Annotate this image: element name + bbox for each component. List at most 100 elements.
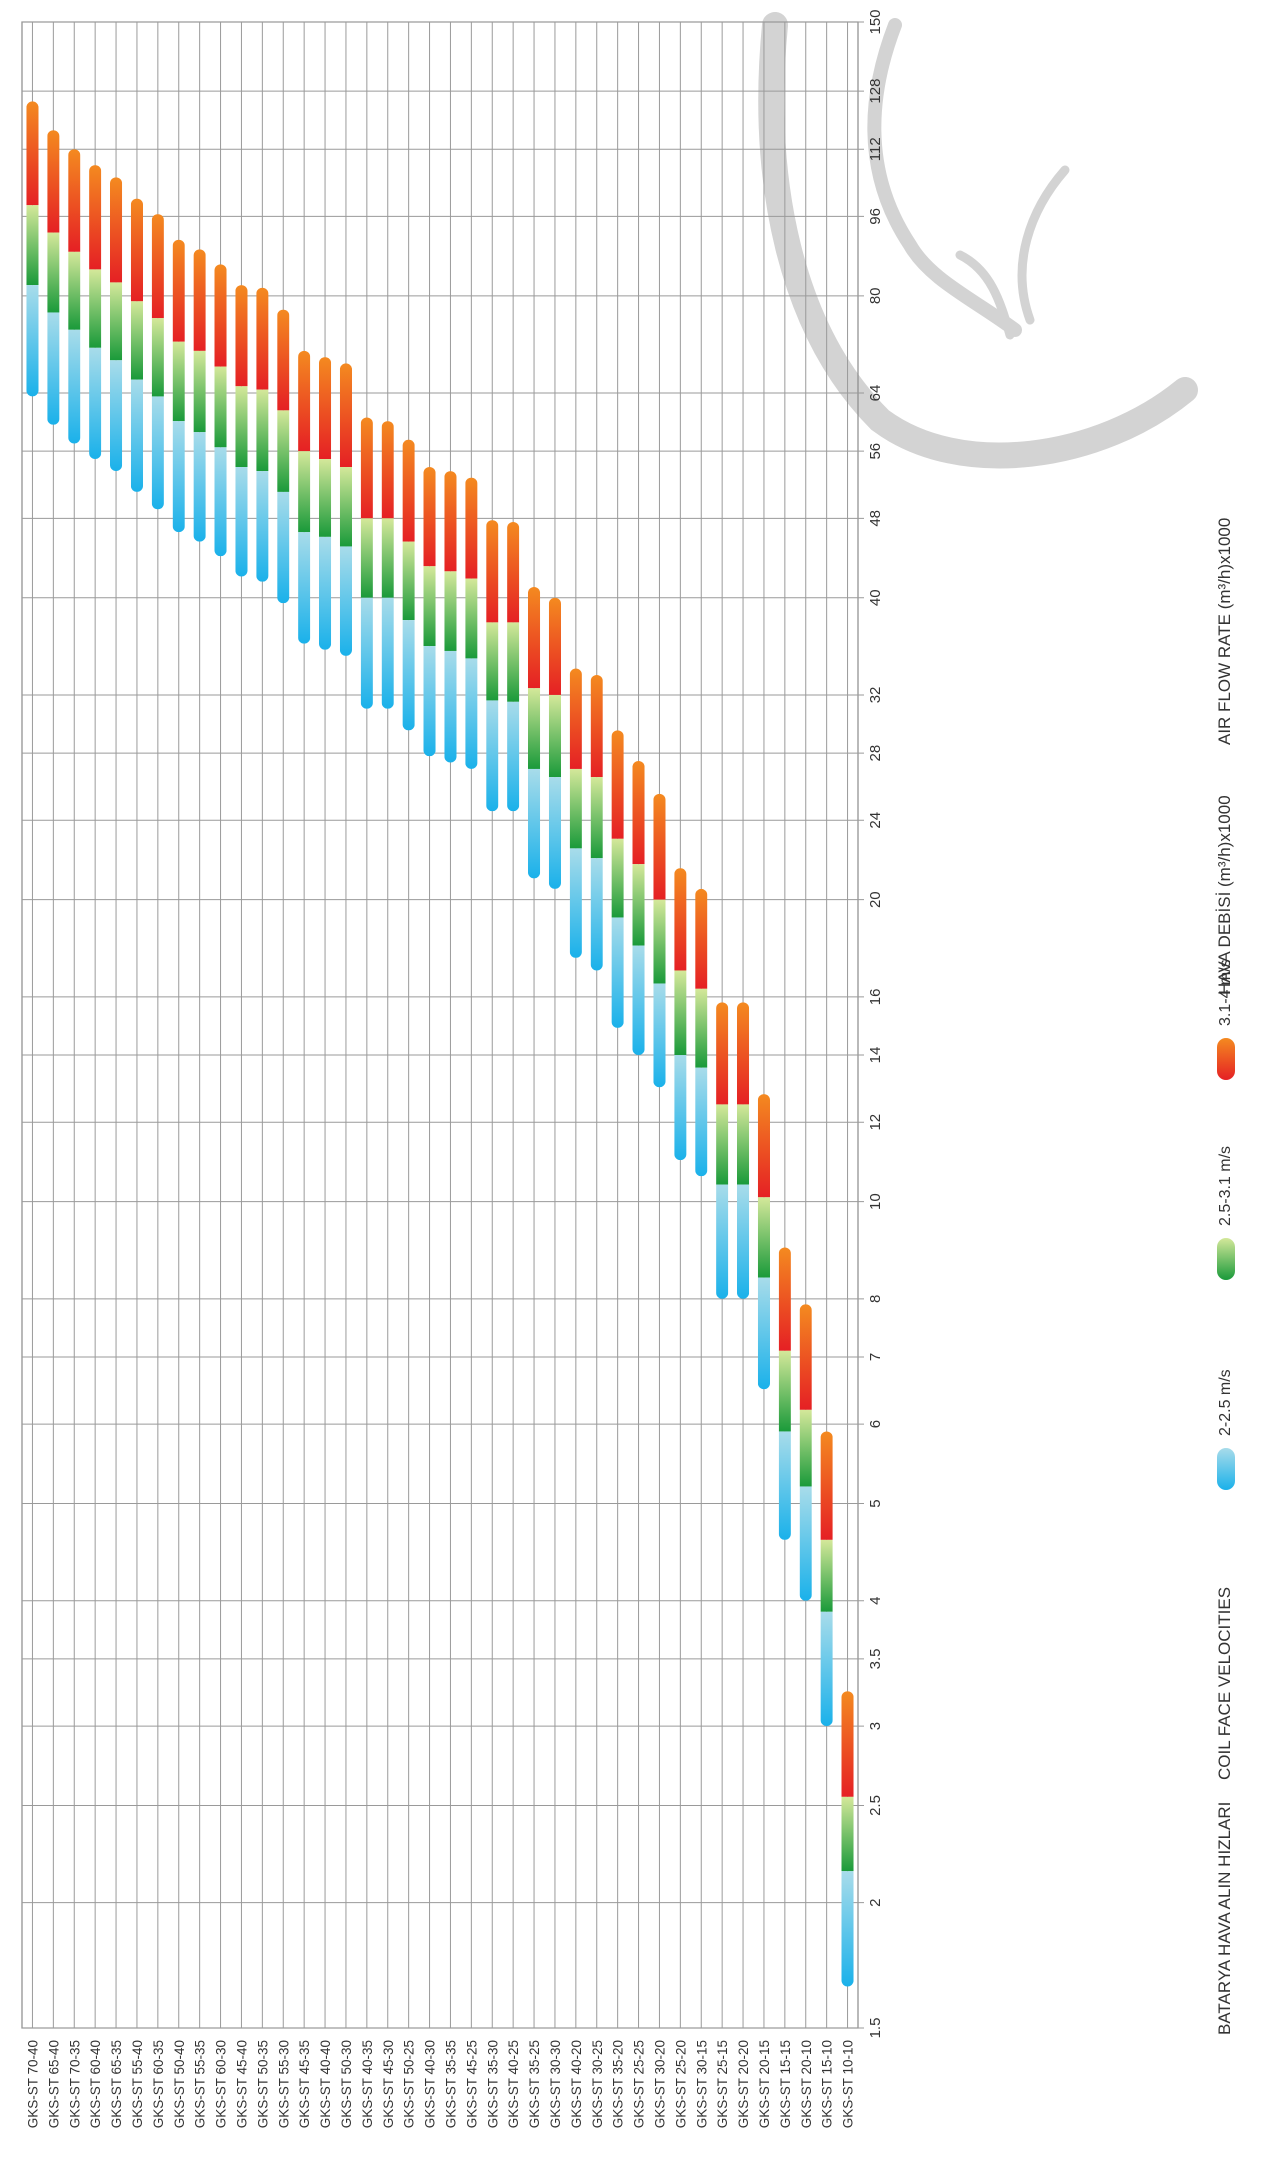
segment-2-2.5: [360, 597, 373, 709]
range-bar: [256, 287, 269, 582]
category-label: GKS-ST 15-15: [778, 2040, 793, 2128]
segment-2-2.5: [89, 347, 102, 460]
legend-label: 2-2.5 m/s: [1217, 1369, 1234, 1436]
legend-title-tr: BATARYA HAVA ALIN HIZLARI: [1215, 1802, 1234, 2035]
range-bar: [214, 264, 227, 557]
segment-3.1-4: [68, 149, 81, 252]
category-label: GKS-ST 30-30: [548, 2040, 563, 2128]
segment-2-2.5: [841, 1871, 854, 1987]
y-tick-label: 48: [867, 510, 884, 527]
y-tick-label: 64: [867, 385, 884, 402]
segment-2.5-3.1: [360, 518, 373, 598]
category-label: GKS-ST 65-35: [109, 2040, 124, 2128]
segment-2.5-3.1: [381, 518, 394, 598]
segment-3.1-4: [799, 1304, 812, 1410]
category-label: GKS-ST 55-30: [276, 2040, 291, 2128]
range-bar: [736, 1002, 750, 1299]
segment-2-2.5: [653, 983, 666, 1088]
y-tick-label: 3: [867, 1722, 884, 1730]
range-bar: [318, 357, 332, 650]
segment-3.1-4: [444, 471, 457, 572]
segment-2.5-3.1: [172, 341, 185, 422]
segment-2.5-3.1: [109, 282, 123, 361]
segment-2.5-3.1: [507, 622, 520, 702]
segment-2.5-3.1: [402, 541, 415, 621]
category-label: GKS-ST 10-10: [841, 2040, 856, 2128]
segment-3.1-4: [256, 287, 269, 390]
segment-2.5-3.1: [130, 301, 144, 380]
range-bar: [841, 1691, 854, 1987]
range-bar: [548, 597, 562, 889]
category-label: GKS-ST 40-30: [423, 2040, 438, 2128]
y-tick-label: 3.5: [867, 1648, 884, 1669]
y-tick-label: 2: [867, 1899, 884, 1907]
category-label: GKS-ST 30-25: [590, 2040, 605, 2128]
range-bar: [674, 868, 687, 1161]
segment-2-2.5: [569, 848, 582, 958]
segment-2-2.5: [527, 768, 541, 879]
segment-2-2.5: [235, 467, 248, 577]
segment-3.1-4: [590, 674, 603, 778]
segment-2.5-3.1: [632, 864, 645, 946]
segment-3.1-4: [89, 165, 102, 270]
range-bar: [172, 239, 185, 533]
category-label: GKS-ST 25-25: [632, 2040, 647, 2128]
y-tick-label: 32: [867, 687, 884, 704]
range-bar: [653, 793, 666, 1088]
range-bar: [381, 421, 394, 709]
segment-2-2.5: [444, 650, 457, 763]
y-tick-label: 56: [867, 443, 884, 460]
segment-2.5-3.1: [465, 578, 478, 659]
segment-2.5-3.1: [151, 318, 164, 397]
category-label: GKS-ST 70-40: [25, 2040, 40, 2128]
y-tick-label: 7: [867, 1353, 884, 1361]
segment-2-2.5: [298, 532, 311, 644]
category-label: GKS-ST 50-25: [402, 2040, 417, 2128]
segment-3.1-4: [26, 101, 39, 206]
segment-3.1-4: [47, 130, 60, 233]
range-bar: [590, 674, 603, 971]
category-label: GKS-ST 65-40: [46, 2040, 61, 2128]
segment-2-2.5: [193, 432, 206, 542]
y-tick-label: 8: [867, 1295, 884, 1303]
category-label: GKS-ST 55-35: [193, 2040, 208, 2128]
segment-2-2.5: [151, 396, 164, 510]
segment-3.1-4: [507, 521, 520, 623]
category-label: GKS-ST 35-30: [485, 2040, 500, 2128]
range-bar: [444, 471, 457, 763]
segment-2-2.5: [402, 620, 415, 731]
y-tick-label: 12: [867, 1114, 884, 1131]
segment-2.5-3.1: [444, 571, 457, 651]
segment-3.1-4: [402, 439, 415, 542]
category-label: GKS-ST 35-35: [443, 2040, 458, 2128]
segment-2-2.5: [172, 421, 185, 533]
legend-swatch-shape: [1217, 1038, 1235, 1080]
segment-2.5-3.1: [736, 1104, 750, 1185]
segment-2-2.5: [611, 917, 624, 1028]
segment-3.1-4: [778, 1247, 791, 1351]
range-bar: [716, 1002, 729, 1299]
category-label: GKS-ST 30-20: [652, 2040, 667, 2128]
segment-3.1-4: [109, 177, 123, 283]
range-bar: [360, 417, 373, 709]
segment-3.1-4: [736, 1002, 750, 1105]
range-bar: [820, 1431, 833, 1727]
y-tick-label: 24: [867, 812, 884, 829]
segment-3.1-4: [235, 285, 248, 387]
segment-2.5-3.1: [26, 205, 39, 286]
segment-3.1-4: [653, 793, 666, 900]
range-bar: [757, 1094, 771, 1390]
segment-3.1-4: [569, 668, 582, 769]
segment-2.5-3.1: [235, 386, 248, 468]
y-tick-label: 4: [867, 1597, 884, 1605]
range-bar: [778, 1247, 791, 1540]
segment-3.1-4: [548, 597, 562, 695]
segment-2-2.5: [716, 1184, 729, 1299]
segment-2-2.5: [381, 597, 394, 709]
segment-3.1-4: [716, 1002, 729, 1105]
category-label: GKS-ST 40-20: [569, 2040, 584, 2128]
segment-3.1-4: [611, 730, 624, 839]
segment-2.5-3.1: [214, 366, 227, 448]
range-bar: [423, 467, 436, 757]
segment-2.5-3.1: [486, 622, 499, 701]
